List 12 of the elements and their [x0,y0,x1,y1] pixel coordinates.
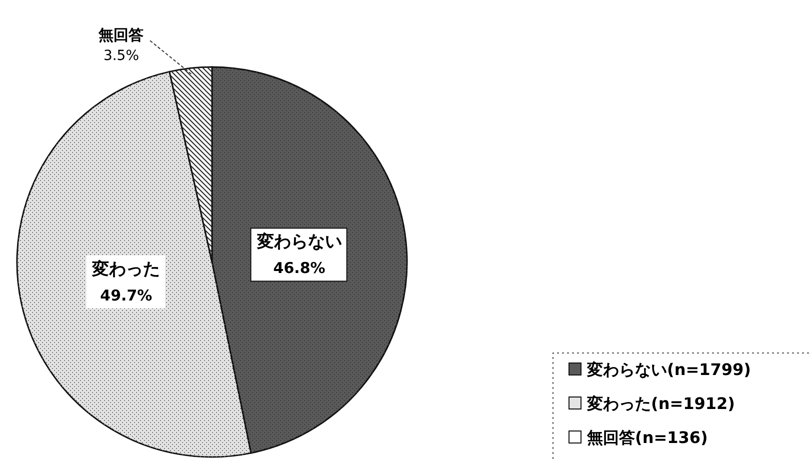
legend-label: 変わった [586,394,651,413]
slice-label: 変わらない [256,232,342,252]
data-label: 49.7% [100,286,152,304]
slice-label: 変わった [91,259,160,280]
legend-label: 無回答 [586,428,635,447]
data-label: 3.5% [103,48,140,64]
text: (n=136) [635,428,708,447]
text: (n=1799) [667,360,751,379]
slice-label: 無回答 [98,26,144,44]
legend-label: 変わらない [586,360,667,379]
data-label: 46.8% [273,259,326,278]
text: (n=1912) [651,394,735,413]
